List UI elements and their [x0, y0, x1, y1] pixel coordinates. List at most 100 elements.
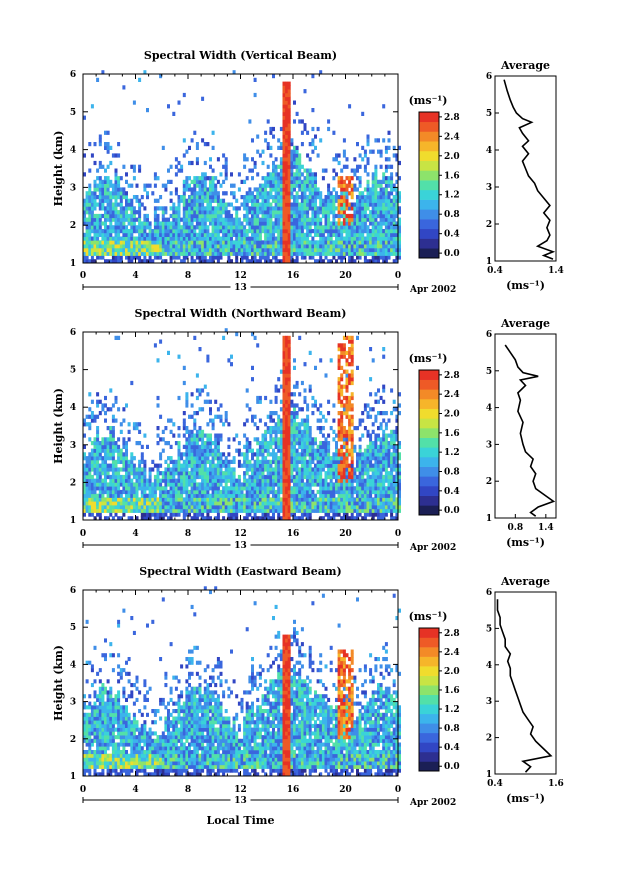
heatmap-cell — [151, 497, 155, 502]
heatmap-cell — [274, 195, 278, 200]
heatmap-cell — [306, 429, 310, 434]
heatmap-cell — [211, 217, 215, 222]
heatmap-cell — [211, 478, 215, 483]
day-label-bg — [230, 281, 251, 291]
heatmap-cell — [398, 232, 401, 237]
heatmap-cell — [256, 474, 260, 480]
heatmap-cell — [156, 463, 160, 468]
heatmap-cell — [308, 221, 312, 226]
heatmap-cell — [243, 164, 247, 169]
heatmap-cell — [324, 459, 328, 464]
heatmap-cell — [169, 198, 173, 203]
heatmap-cell — [319, 259, 323, 264]
heatmap-cell — [111, 210, 115, 215]
heatmap-cell — [109, 145, 113, 150]
heatmap-cell — [214, 399, 218, 404]
heatmap-cell — [285, 501, 289, 506]
heatmap-cell — [324, 251, 328, 256]
heatmap-cell — [177, 448, 181, 453]
heatmap-cell — [156, 240, 160, 245]
heatmap-cell — [130, 251, 134, 256]
heatmap-cell — [384, 225, 388, 230]
heatmap-cell — [85, 508, 89, 513]
heatmap-cell — [146, 247, 149, 253]
heatmap-cell — [264, 221, 268, 226]
heatmap-cell — [209, 407, 212, 412]
heatmap-cell — [340, 459, 344, 464]
heatmap-cell — [230, 191, 233, 196]
heatmap-cell — [272, 255, 275, 260]
heatmap-cell — [104, 206, 107, 211]
heatmap-cell — [337, 354, 341, 359]
heatmap-cell — [387, 157, 391, 162]
heatmap-cell — [240, 195, 244, 200]
heatmap-cell — [353, 206, 357, 211]
heatmap-cell — [206, 176, 210, 181]
heatmap-cell — [374, 187, 378, 192]
heatmap-cell — [264, 195, 268, 200]
heatmap-cell — [201, 240, 205, 245]
heatmap-cell — [285, 369, 289, 374]
heatmap-cell — [230, 183, 233, 188]
heatmap-cell — [363, 168, 367, 173]
heatmap-cell — [363, 247, 367, 253]
heatmap-cell — [272, 176, 275, 181]
heatmap-cell — [316, 478, 320, 483]
heatmap-cell — [143, 497, 147, 502]
heatmap-cell — [237, 172, 241, 177]
heatmap-cell — [193, 251, 197, 256]
heatmap-cell — [203, 433, 207, 438]
heatmap-cell — [216, 516, 220, 521]
heatmap-cell — [382, 176, 386, 181]
heatmap-cell — [164, 206, 168, 211]
heatmap-cell — [164, 232, 168, 237]
heatmap-cell — [282, 456, 286, 461]
heatmap-cell — [261, 448, 265, 453]
heatmap-cell — [232, 437, 236, 442]
heatmap-cell — [216, 244, 220, 249]
heatmap-cell — [83, 456, 86, 461]
heatmap-cell — [135, 501, 139, 506]
heatmap-cell — [138, 505, 142, 510]
heatmap-cell — [285, 157, 289, 162]
heatmap-cell — [272, 240, 275, 245]
x-tick-label: 8 — [185, 271, 191, 281]
heatmap-cell — [172, 422, 176, 427]
heatmap-cell — [311, 448, 315, 453]
heatmap-cell — [253, 505, 257, 510]
heatmap-cell — [335, 508, 338, 513]
heatmap-cell — [300, 247, 304, 253]
heatmap-cell — [237, 489, 241, 495]
heatmap-cell — [363, 255, 367, 260]
heatmap-cell — [274, 221, 278, 226]
heatmap-cell — [140, 512, 144, 517]
heatmap-cell — [379, 247, 383, 253]
heatmap-cell — [222, 422, 226, 427]
heatmap-cell — [251, 493, 254, 498]
heatmap-cell — [148, 247, 152, 253]
heatmap-cell — [140, 471, 144, 476]
heatmap-cell — [138, 441, 142, 446]
heatmap-cell — [111, 516, 115, 521]
heatmap-cell — [329, 240, 333, 245]
heatmap-cell — [306, 210, 310, 215]
heatmap-cell — [104, 448, 107, 453]
heatmap-cell — [222, 206, 226, 211]
heatmap-cell — [132, 471, 136, 476]
heatmap-cell — [350, 232, 354, 237]
heatmap-cell — [222, 153, 226, 158]
heatmap-cell — [109, 497, 113, 502]
heatmap-cell — [130, 478, 134, 483]
heatmap-cell — [104, 474, 107, 480]
heatmap-cell — [130, 486, 134, 491]
heatmap-cell — [387, 255, 391, 260]
heatmap-cell — [114, 213, 118, 219]
heatmap-cell — [232, 467, 236, 472]
heatmap-cell — [232, 251, 236, 256]
heatmap-cell — [395, 213, 399, 219]
heatmap-cell — [321, 505, 325, 510]
heatmap-cell — [287, 512, 291, 517]
heatmap-cell — [93, 448, 97, 453]
heatmap-cell — [303, 512, 307, 517]
heatmap-cell — [290, 153, 294, 158]
